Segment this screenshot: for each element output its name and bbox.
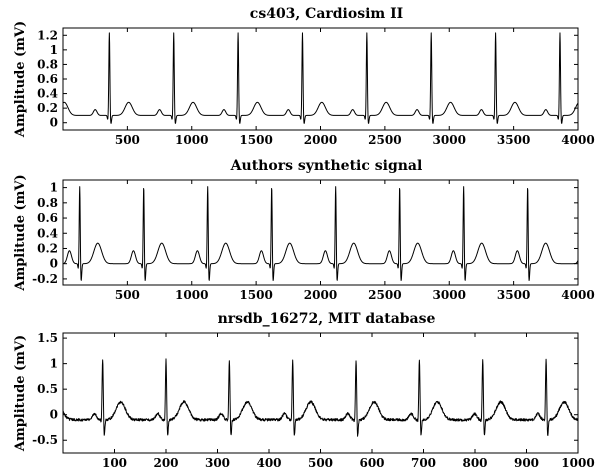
y-tick-label: 0.8 [37,196,58,210]
x-tick-label: 700 [411,456,436,467]
y-axis-label: Amplitude (mV) [13,174,28,291]
y-tick-label: -0.5 [32,433,58,447]
x-tick-label: 500 [115,133,140,147]
panel-authors-synthetic: Authors synthetic signal Amplitude (mV) -0… [13,158,595,302]
chart-title: cs403, Cardiosim II [250,6,403,22]
y-tick-label: 0.4 [37,226,58,240]
x-tick-label: 1000 [175,288,208,302]
x-tick-label: 500 [115,288,140,302]
ecg-trace [62,186,579,282]
x-tick-label: 2500 [368,133,401,147]
x-tick-label: 100 [102,456,127,467]
x-tick-label: 900 [514,456,539,467]
y-tick-label: 0 [50,408,58,422]
y-tick-label: 1 [50,181,58,195]
plot-frame [62,27,579,131]
ecg-trace [62,32,579,124]
ecg-trace [62,358,579,437]
y-tick-label: 1 [50,43,58,57]
plot-frame [62,179,579,286]
y-tick-label: 0.2 [37,241,58,255]
x-tick-label: 1500 [239,133,272,147]
y-tick-label: 1.2 [37,28,58,42]
x-tick-label: 300 [205,456,230,467]
y-tick-label: 0 [50,116,58,130]
y-tick-label: 1 [50,357,58,371]
chart-title: nrsdb_16272, MIT database [218,311,436,327]
panel-cs403: cs403, Cardiosim II Amplitude (mV) 00.20.4… [13,6,595,147]
y-axis-label: Amplitude (mV) [13,335,28,452]
y-tick-label: 1.5 [37,331,58,345]
x-tick-label: 4000 [561,288,594,302]
y-tick-label: 0 [50,257,58,271]
y-tick-label: 0.5 [37,382,58,396]
x-tick-label: 1000 [175,133,208,147]
plot-frame [62,332,579,454]
panel-nrsdb-16272: nrsdb_16272, MIT database Amplitude (mV) -… [13,311,595,467]
x-tick-label: 400 [256,456,281,467]
x-tick-label: 3500 [497,133,530,147]
x-tick-label: 800 [462,456,487,467]
x-tick-label: 3000 [433,133,466,147]
x-tick-label: 1000 [561,456,594,467]
x-tick-label: 500 [308,456,333,467]
y-tick-label: 0.4 [37,87,58,101]
y-tick-label: 0.8 [37,57,58,71]
x-tick-label: 600 [359,456,384,467]
y-tick-label: 0.2 [37,101,58,115]
y-tick-label: 0.6 [37,72,58,86]
y-tick-label: -0.2 [32,272,58,286]
x-tick-label: 3500 [497,288,530,302]
x-tick-label: 4000 [561,133,594,147]
x-tick-label: 3000 [433,288,466,302]
y-tick-label: 0.6 [37,211,58,225]
x-tick-label: 2500 [368,288,401,302]
x-tick-label: 200 [153,456,178,467]
x-tick-label: 2000 [304,133,337,147]
y-axis-label: Amplitude (mV) [13,21,28,138]
x-tick-label: 2000 [304,288,337,302]
chart-title: Authors synthetic signal [230,158,423,174]
x-tick-label: 1500 [239,288,272,302]
